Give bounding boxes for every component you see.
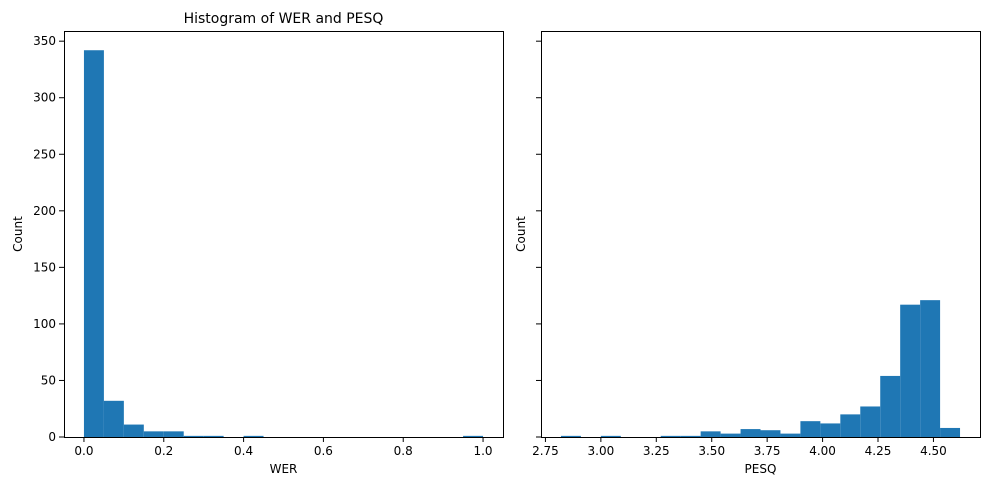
wer-y-tick-label: 150 (33, 260, 56, 274)
wer-bars (83, 50, 484, 437)
pesq-bar (720, 433, 741, 437)
wer-histogram-panel: 0.0 0.2 0.4 0.6 0.8 1.0 0 50 100 150 200 250 300 350… (11, 11, 504, 476)
pesq-histogram-panel: 2.75 3.00 3.25 3.50 3.75 4.00 4.25 4.50 PESQ Co… (514, 31, 981, 476)
pesq-bar (780, 433, 801, 437)
pesq-bar (680, 435, 701, 437)
pesq-bar (920, 300, 941, 437)
pesq-bar (840, 414, 861, 437)
wer-bar (123, 424, 144, 437)
wer-bar (143, 431, 164, 437)
pesq-bar (700, 431, 721, 437)
pesq-bar (940, 427, 961, 437)
pesq-bars (560, 300, 961, 437)
wer-y-ticks: 0 50 100 150 200 250 300 350 (33, 34, 64, 444)
pesq-bar (860, 406, 881, 437)
wer-x-ticks: 0.0 0.2 0.4 0.6 0.8 1.0 (74, 437, 493, 458)
wer-y-tick-label: 300 (33, 91, 56, 105)
wer-y-tick-label: 350 (33, 34, 56, 48)
pesq-x-tick-label: 3.00 (588, 444, 615, 458)
wer-bar (163, 431, 184, 437)
pesq-x-tick-label: 4.00 (809, 444, 836, 458)
wer-bar (183, 435, 204, 437)
pesq-x-tick-label: 4.25 (865, 444, 892, 458)
pesq-bar (660, 435, 681, 437)
pesq-x-ticks: 2.75 3.00 3.25 3.50 3.75 4.00 4.25 4.50 (532, 437, 947, 458)
wer-x-tick-label: 0.8 (394, 444, 413, 458)
pesq-bar (740, 429, 761, 437)
chart-title: Histogram of WER and PESQ (184, 11, 384, 27)
pesq-bar (800, 421, 821, 437)
pesq-bar (600, 435, 621, 437)
wer-x-tick-label: 0.6 (314, 444, 333, 458)
pesq-x-tick-label: 3.75 (754, 444, 781, 458)
wer-y-tick-label: 0 (48, 430, 56, 444)
wer-y-tick-label: 200 (33, 204, 56, 218)
wer-bar (463, 435, 484, 437)
wer-x-tick-label: 0.4 (234, 444, 253, 458)
wer-bar (203, 435, 224, 437)
pesq-bar (760, 430, 781, 437)
pesq-bar (560, 435, 581, 437)
pesq-x-tick-label: 2.75 (532, 444, 559, 458)
wer-y-axis-label: Count (11, 216, 25, 252)
wer-x-tick-label: 0.0 (74, 444, 93, 458)
pesq-x-axis-label: PESQ (745, 462, 777, 476)
wer-x-tick-label: 0.2 (154, 444, 173, 458)
wer-x-tick-label: 1.0 (473, 444, 492, 458)
wer-y-tick-label: 250 (33, 147, 56, 161)
pesq-x-tick-label: 4.50 (920, 444, 947, 458)
wer-bar (103, 400, 124, 437)
pesq-bar (880, 375, 901, 437)
wer-y-tick-label: 50 (41, 373, 56, 387)
pesq-x-tick-label: 3.50 (698, 444, 725, 458)
pesq-bar (820, 423, 841, 437)
wer-axes-frame (64, 31, 504, 438)
pesq-y-ticks (536, 40, 541, 438)
pesq-x-tick-label: 3.25 (643, 444, 670, 458)
wer-bar (243, 435, 264, 437)
pesq-bar (900, 304, 921, 437)
pesq-y-axis-label: Count (514, 216, 528, 252)
wer-x-axis-label: WER (270, 462, 298, 476)
pesq-axes-frame (541, 31, 981, 438)
wer-y-tick-label: 100 (33, 317, 56, 331)
wer-bar (83, 50, 104, 437)
